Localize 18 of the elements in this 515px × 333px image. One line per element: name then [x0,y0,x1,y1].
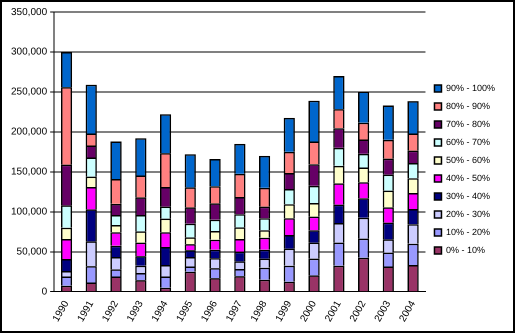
legend-label: 50% - 60% [446,154,490,165]
legend-label: 70% - 80% [446,118,490,129]
y-tick-label: 0 [42,286,48,298]
legend-label: 0% - 10% [446,244,485,255]
legend-label: 30% - 40% [446,190,490,201]
y-tick-label: 250,000 [10,86,48,98]
legend-label: 60% - 70% [446,136,490,147]
legend-label: 90% - 100% [446,82,495,93]
y-tick-label: 150,000 [10,166,48,178]
y-tick-label: 300,000 [10,46,48,58]
legend-label: 40% - 50% [446,172,490,183]
y-tick-label: 50,000 [16,246,48,258]
y-tick-label: 200,000 [10,126,48,138]
legend-label: 80% - 90% [446,100,490,111]
y-tick-label: 350,000 [10,6,48,18]
legend-label: 20% - 30% [446,208,490,219]
y-tick-label: 100,000 [10,206,48,218]
legend-label: 10% - 20% [446,226,490,237]
